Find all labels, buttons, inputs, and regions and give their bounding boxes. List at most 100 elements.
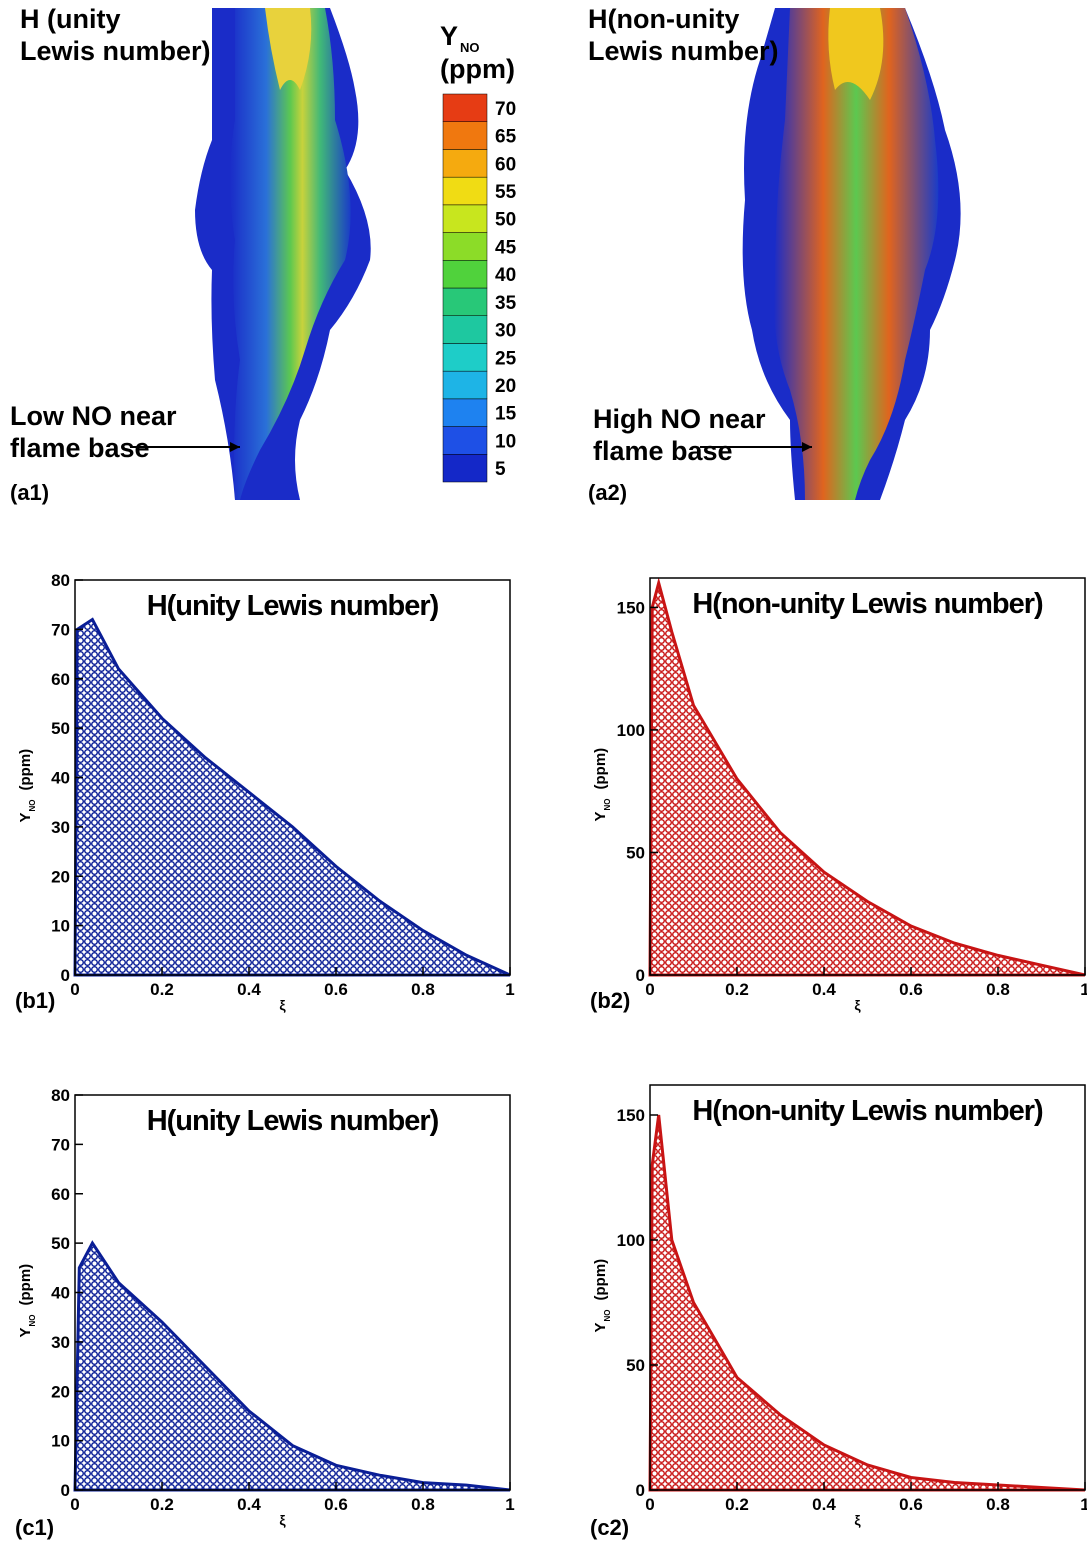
colorbar-tick-label: 25 — [495, 348, 517, 369]
colorbar-cell — [442, 149, 488, 178]
y-tick-label: 60 — [51, 1185, 70, 1204]
colorbar-cell — [442, 176, 488, 206]
y-tick-label: 150 — [617, 1106, 645, 1125]
x-tick-label: 0 — [70, 1495, 79, 1514]
x-tick-label: 0.2 — [150, 1495, 174, 1514]
y-axis-label-sub: NO — [603, 799, 612, 811]
x-axis-label: ξ — [279, 997, 286, 1013]
y-tick-label: 80 — [51, 571, 70, 590]
y-tick-label: 150 — [617, 598, 645, 617]
colorbar-tick-label: 45 — [495, 237, 517, 258]
x-tick-label: 0.6 — [899, 1495, 923, 1514]
y-axis-label-sub: NO — [603, 1310, 612, 1322]
colorbar-tick-label: 60 — [495, 154, 516, 175]
panel-label: (c2) — [590, 1515, 629, 1540]
colorbar-tick-label: 50 — [495, 210, 516, 231]
annotation-arrow — [802, 442, 812, 452]
plot-frame — [649, 1084, 1086, 1491]
x-tick-label: 0.6 — [899, 980, 923, 999]
y-tick-label: 70 — [51, 620, 70, 639]
y-axis-label-unit: (ppm) — [592, 748, 609, 790]
colorbar-cell — [442, 232, 488, 261]
colorbar-cell — [442, 204, 488, 233]
y-tick-label: 30 — [51, 818, 70, 837]
colorbar-tick-label: 65 — [495, 127, 517, 148]
x-axis-label: ξ — [854, 1512, 861, 1528]
y-axis-label-unit: (ppm) — [592, 1259, 609, 1301]
colorbar-cell — [442, 370, 488, 400]
x-tick-label: 0 — [70, 980, 79, 999]
y-axis-label: YNO (ppm) — [592, 748, 612, 822]
y-tick-label: 80 — [51, 1086, 70, 1105]
y-axis-label-unit: (ppm) — [17, 749, 34, 791]
flame-image — [265, 8, 312, 90]
panel-label: (a1) — [10, 480, 49, 505]
y-tick-label: 40 — [51, 1284, 70, 1303]
y-tick-label: 0 — [636, 1481, 645, 1500]
colorbar-tick-label: 15 — [495, 404, 517, 425]
colorbar-tick-label: 55 — [495, 182, 517, 203]
y-tick-label: 100 — [617, 721, 645, 740]
y-axis-label-main: Y — [17, 1327, 34, 1337]
annotation: Low NO near — [10, 401, 177, 431]
y-tick-label: 20 — [51, 867, 70, 886]
y-axis-label: YNO (ppm) — [17, 1264, 37, 1338]
image-label: Lewis number) — [588, 36, 779, 66]
colorbar-cell — [442, 260, 488, 289]
colorbar-cell — [442, 121, 488, 150]
x-tick-label: 0.8 — [411, 1495, 435, 1514]
y-tick-label: 50 — [51, 1234, 70, 1253]
x-tick-label: 1 — [1080, 1495, 1087, 1514]
y-tick-label: 0 — [61, 966, 70, 985]
x-tick-label: 0.8 — [411, 980, 435, 999]
x-tick-label: 0.4 — [812, 980, 836, 999]
y-tick-label: 70 — [51, 1135, 70, 1154]
y-tick-label: 50 — [626, 843, 645, 862]
colorbar-cell — [442, 426, 488, 455]
x-tick-label: 0.4 — [237, 980, 261, 999]
y-axis-label-sub: NO — [28, 800, 37, 812]
x-tick-label: 1 — [1080, 980, 1087, 999]
plot-frame — [649, 577, 1086, 976]
scatter-region — [648, 577, 1086, 977]
y-axis-label-sub: NO — [28, 1315, 37, 1327]
y-tick-label: 30 — [51, 1333, 70, 1352]
y-axis-label-main: Y — [592, 811, 609, 821]
colorbar-tick-label: 10 — [495, 431, 516, 452]
y-axis-label-unit: (ppm) — [17, 1264, 34, 1306]
panel-label: (c1) — [15, 1515, 54, 1540]
annotation-arrow — [230, 442, 240, 452]
colorbar-cell — [442, 398, 488, 427]
flame-image — [774, 8, 939, 500]
image-label: H (unity — [20, 4, 121, 34]
y-tick-label: 50 — [51, 719, 70, 738]
scatter-region — [73, 1240, 511, 1492]
colorbar-cell — [442, 93, 488, 122]
x-tick-label: 0.8 — [986, 1495, 1010, 1514]
x-axis-label: ξ — [279, 1512, 286, 1528]
image-label: H(non-unity — [588, 4, 739, 34]
chart-title: H(non-unity Lewis number) — [692, 1095, 1043, 1127]
colorbar-title-sub: NO — [460, 40, 480, 55]
x-tick-label: 0.2 — [725, 1495, 749, 1514]
panel-label: (b1) — [15, 988, 55, 1013]
y-axis-label: YNO (ppm) — [17, 749, 37, 823]
x-tick-label: 1 — [505, 980, 514, 999]
colorbar-unit: (ppm) — [440, 54, 515, 84]
colorbar-cell — [442, 315, 488, 344]
y-tick-label: 0 — [636, 966, 645, 985]
x-tick-label: 0 — [645, 980, 654, 999]
image-label: Lewis number) — [20, 36, 211, 66]
annotation: High NO near — [593, 404, 766, 434]
panel-label: (b2) — [590, 988, 630, 1013]
y-tick-label: 10 — [51, 917, 70, 936]
y-tick-label: 10 — [51, 1432, 70, 1451]
colorbar-tick-label: 5 — [495, 459, 506, 480]
y-tick-label: 60 — [51, 670, 70, 689]
colorbar-tick-label: 40 — [495, 265, 516, 286]
x-tick-label: 0.4 — [812, 1495, 836, 1514]
colorbar-cell — [442, 454, 488, 483]
x-tick-label: 0.8 — [986, 980, 1010, 999]
